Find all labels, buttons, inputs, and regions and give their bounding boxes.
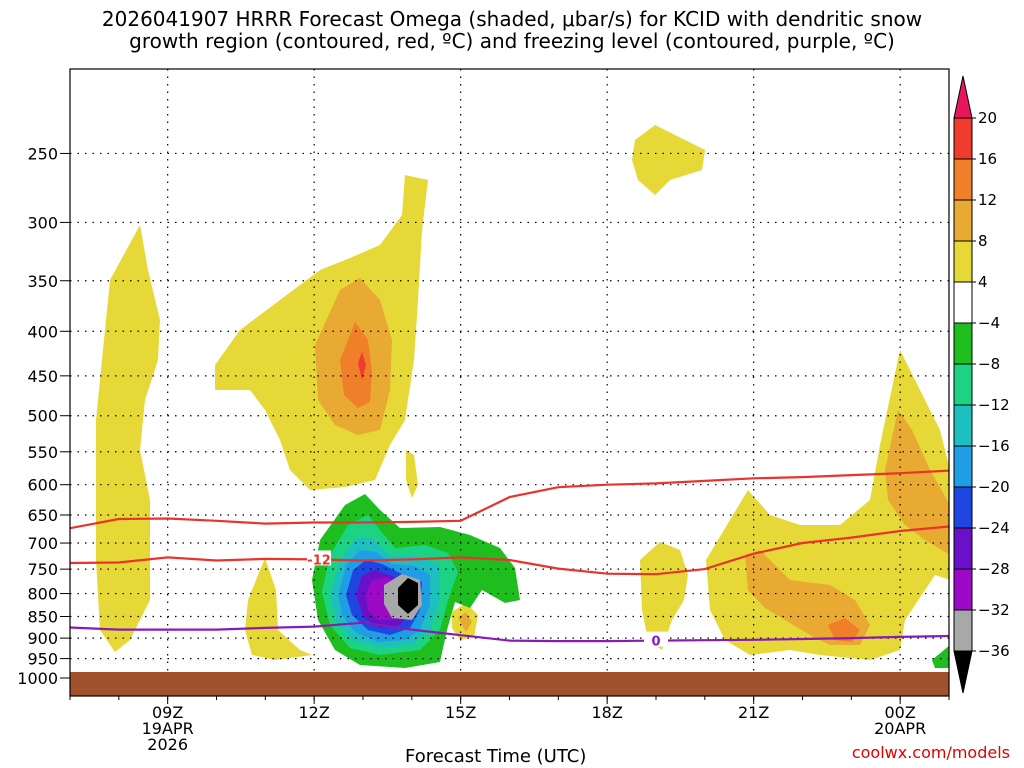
dendritic-contour <box>70 525 949 576</box>
colorbar-label: −24 <box>978 519 1010 537</box>
colorbar-label: 12 <box>978 191 997 209</box>
colorbar-swatch <box>953 117 973 160</box>
y-tick-label: 900 <box>27 629 58 648</box>
colorbar-label: −32 <box>978 601 1010 619</box>
colorbar-label: −16 <box>978 437 1010 455</box>
x-tick-label: 18Z <box>592 703 623 722</box>
omega-region <box>632 125 705 195</box>
x-tick-label: 09Z <box>152 703 183 722</box>
colorbar-swatch <box>953 404 973 447</box>
colorbar-swatch <box>953 486 973 529</box>
y-tick-label: 450 <box>27 367 58 386</box>
colorbar-label: −12 <box>978 396 1010 414</box>
colorbar-label: 16 <box>978 150 997 168</box>
colorbar-label: −36 <box>978 642 1010 660</box>
x-tick-label: 15Z <box>445 703 476 722</box>
x-axis-label: Forecast Time (UTC) <box>405 746 587 767</box>
contours: -12 0 <box>70 469 949 650</box>
colorbar-label: −4 <box>978 314 1000 332</box>
colorbar-swatch <box>953 199 973 242</box>
y-tick-label: 300 <box>27 213 58 232</box>
colorbar-swatch <box>953 322 973 365</box>
y-tick-label: 400 <box>27 322 58 341</box>
colorbar-swatch <box>953 568 973 611</box>
chart-title: 2026041907 HRRR Forecast Omega (shaded, … <box>0 8 1024 52</box>
y-tick-label: 750 <box>27 560 58 579</box>
credit-link[interactable]: coolwx.com/models <box>851 743 1010 762</box>
omega-region <box>406 450 418 498</box>
x-tick-label: 21Z <box>738 703 769 722</box>
y-tick-label: 950 <box>27 650 58 669</box>
y-tick-label: 1000 <box>17 669 58 688</box>
y-axis: 250 300 350 400 450 500 550 600 650 700 750 800 850 9… <box>17 144 70 688</box>
colorbar-label: 20 <box>978 109 997 127</box>
colorbar-label: 8 <box>978 232 988 250</box>
colorbar-label: −28 <box>978 560 1010 578</box>
colorbar-swatch <box>953 363 973 406</box>
y-tick-label: 550 <box>27 443 58 462</box>
y-tick-label: 600 <box>27 476 58 495</box>
colorbar-swatch <box>953 609 973 652</box>
x-tick-label: 12Z <box>299 703 330 722</box>
freezing-contour-label: 0 <box>651 635 660 650</box>
omega-region <box>640 542 688 650</box>
x-tick-label: 00Z <box>885 703 916 722</box>
omega-region <box>245 558 312 660</box>
freezing-level-contour <box>70 621 949 643</box>
colorbar-swatch <box>953 527 973 570</box>
omega-region <box>828 618 860 642</box>
omega-shading <box>96 125 949 668</box>
colorbar-label: 4 <box>978 273 988 291</box>
colorbar-swatch <box>953 240 973 283</box>
colorbar-arrow-bottom <box>953 650 973 694</box>
title-line-1: 2026041907 HRRR Forecast Omega (shaded, … <box>101 7 923 31</box>
x-tick-year: 2026 <box>147 735 188 754</box>
omega-region <box>932 645 949 668</box>
omega-region <box>340 322 372 408</box>
omega-region <box>398 578 418 614</box>
y-tick-label: 500 <box>27 407 58 426</box>
x-tick-date: 19APR <box>142 719 194 738</box>
omega-region <box>96 225 160 652</box>
ground-bar <box>70 672 949 696</box>
y-tick-label: 850 <box>27 608 58 627</box>
colorbar-arrow-top <box>953 75 973 119</box>
colorbar-swatch <box>953 445 973 488</box>
y-tick-label: 250 <box>27 144 58 163</box>
colorbar: 20 16 12 8 4 −4 −8 −12 −16 −20 −24 −28 −32 −36 <box>953 75 1010 694</box>
colorbar-swatch <box>953 158 973 201</box>
dendritic-contour <box>70 469 949 530</box>
y-tick-label: 650 <box>27 506 58 525</box>
title-line-2: growth region (contoured, red, ºC) and f… <box>129 29 895 53</box>
omega-region <box>885 410 949 555</box>
x-tick-date: 20APR <box>874 719 926 738</box>
dendritic-contour-label-bg <box>307 550 332 566</box>
dendritic-contour-label: -12 <box>307 553 331 568</box>
colorbar-swatch <box>953 281 973 324</box>
omega-region <box>358 352 366 380</box>
freezing-contour-label-bg <box>644 631 668 647</box>
y-tick-label: 800 <box>27 585 58 604</box>
colorbar-label: −20 <box>978 478 1010 496</box>
colorbar-label: −8 <box>978 355 1000 373</box>
y-tick-label: 700 <box>27 534 58 553</box>
y-tick-label: 350 <box>27 272 58 291</box>
